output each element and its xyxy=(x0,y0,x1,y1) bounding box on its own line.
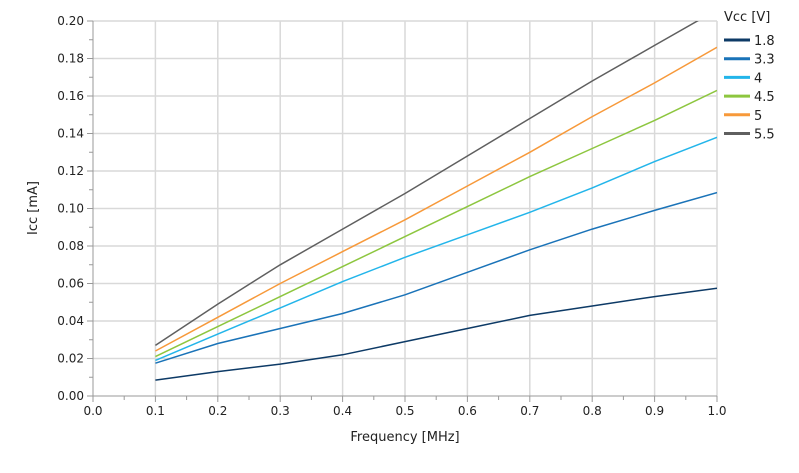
y-tick-label: 0.16 xyxy=(57,89,84,103)
legend-label: 5.5 xyxy=(754,128,775,143)
x-axis-label: Frequency [MHz] xyxy=(350,430,459,445)
legend-title: Vcc [V] xyxy=(724,10,770,25)
y-axis-label: Icc [mA] xyxy=(26,181,41,235)
x-tick-label: 0.7 xyxy=(520,404,539,418)
series-line-5.5 xyxy=(154,21,699,347)
y-tick-label: 0.00 xyxy=(57,389,84,403)
y-tick-label: 0.18 xyxy=(57,52,84,66)
x-tick-label: 0.1 xyxy=(146,404,165,418)
x-tick-label: 0.4 xyxy=(333,404,352,418)
x-tick-label: 0.3 xyxy=(271,404,290,418)
axes: 0.0 0.1 0.2 0.3 0.4 0.5 0.6 0.7 0.8 0.9 1.0 0.00 0.0… xyxy=(57,14,726,418)
x-tick-label: 0.9 xyxy=(645,404,664,418)
series-line-1.8 xyxy=(155,287,717,381)
x-tick-label: 0.8 xyxy=(583,404,602,418)
x-tick-label: 0.0 xyxy=(83,404,102,418)
series-line-4 xyxy=(155,136,717,362)
y-tick-label: 0.04 xyxy=(57,314,84,328)
y-tick-label: 0.02 xyxy=(57,352,84,366)
x-tick-label: 0.5 xyxy=(395,404,414,418)
series-line-3.3 xyxy=(155,191,717,364)
series-line-4.5 xyxy=(155,89,717,358)
legend-label: 4 xyxy=(754,71,762,86)
series-lines xyxy=(154,21,717,381)
legend-label: 1.8 xyxy=(754,34,775,49)
x-tick-label: 1.0 xyxy=(707,404,726,418)
x-tick-label: 0.6 xyxy=(458,404,477,418)
legend-label: 5 xyxy=(754,109,762,124)
y-tick-label: 0.08 xyxy=(57,239,84,253)
y-tick-label: 0.06 xyxy=(57,277,84,291)
y-tick-label: 0.20 xyxy=(57,14,84,28)
series-line-5 xyxy=(155,46,717,352)
grid xyxy=(93,20,718,396)
y-tick-label: 0.12 xyxy=(57,164,84,178)
y-tick-label: 0.10 xyxy=(57,202,84,216)
legend: Vcc [V] 1.8 3.3 4 4.5 5 5.5 xyxy=(724,10,775,143)
legend-label: 4.5 xyxy=(754,90,775,105)
legend-label: 3.3 xyxy=(754,53,775,68)
x-tick-label: 0.2 xyxy=(208,404,227,418)
y-tick-label: 0.14 xyxy=(57,127,84,141)
